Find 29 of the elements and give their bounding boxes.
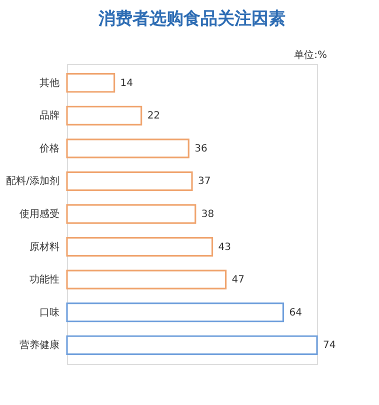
chart-title: 消费者选购食品关注因素 xyxy=(98,9,286,29)
data-label: 14 xyxy=(120,78,134,89)
text: 单位:% xyxy=(294,49,327,61)
y-tick-label: 使用感受 xyxy=(20,208,60,220)
data-label: 37 xyxy=(198,176,211,188)
y-tick-label: 原材料 xyxy=(30,240,60,253)
y-tick-label: 口味 xyxy=(40,306,60,318)
data-label: 43 xyxy=(218,242,232,253)
bar xyxy=(66,236,214,257)
bar xyxy=(66,204,196,224)
data-label: 47 xyxy=(232,274,245,286)
bar xyxy=(66,73,116,93)
bar xyxy=(66,270,227,290)
bar xyxy=(66,335,318,355)
data-label: 22 xyxy=(147,110,160,122)
bar xyxy=(66,302,284,322)
y-tick-label: 配料/添加剂 xyxy=(6,175,60,188)
bar xyxy=(66,106,142,126)
data-label: 38 xyxy=(201,209,214,220)
y-tick-label: 其他 xyxy=(40,76,60,89)
data-label: 36 xyxy=(194,143,208,154)
y-tick-label: 功能性 xyxy=(30,274,60,286)
bar xyxy=(66,138,190,158)
bar xyxy=(66,171,193,192)
data-label: 74 xyxy=(323,340,336,352)
y-tick-label: 营养健康 xyxy=(20,339,60,352)
y-tick-label: 品牌 xyxy=(40,110,60,122)
data-label: 64 xyxy=(289,307,302,318)
y-tick-label: 价格 xyxy=(38,142,60,154)
